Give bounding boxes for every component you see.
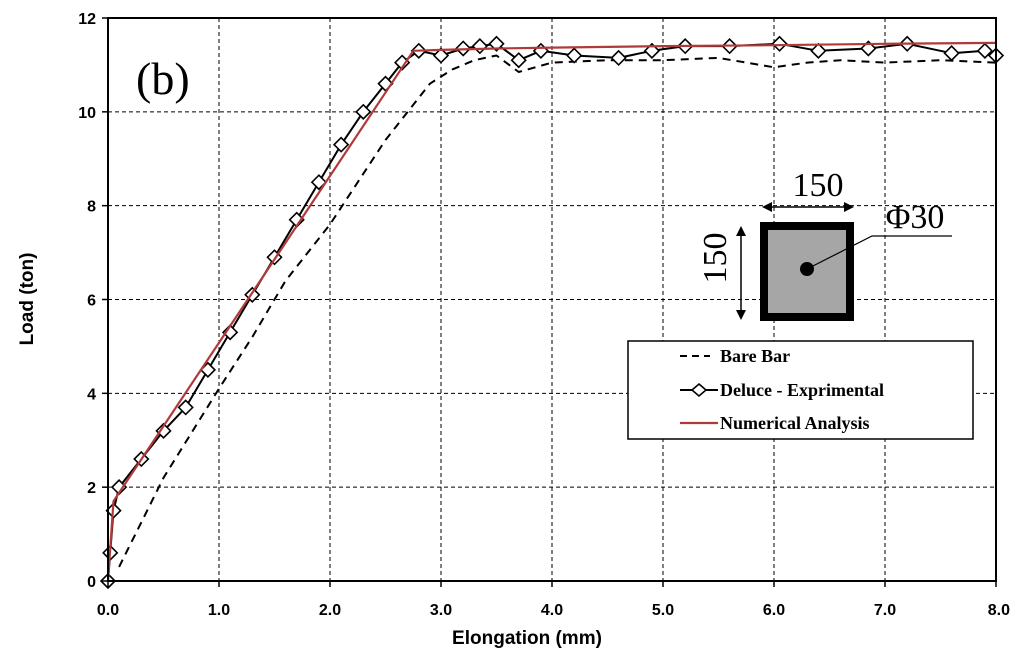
legend-label-numerical: Numerical Analysis bbox=[720, 413, 870, 433]
width-label: 150 bbox=[793, 167, 844, 204]
bar-diameter-label: Φ30 bbox=[886, 199, 945, 236]
width-arrowhead-left bbox=[762, 202, 772, 212]
data-point-marker bbox=[771, 35, 788, 52]
legend: Bare Bar Deluce - Exprimental Numerical … bbox=[627, 340, 974, 440]
data-point-marker bbox=[810, 42, 827, 59]
y-tick-label: 0 bbox=[87, 574, 96, 591]
legend-marker-diamond bbox=[690, 382, 708, 398]
x-axis-title: Elongation (mm) bbox=[452, 628, 602, 648]
y-tick-label: 4 bbox=[87, 386, 96, 403]
series-line-0 bbox=[118, 54, 997, 568]
legend-label-experimental: Deluce - Exprimental bbox=[720, 380, 884, 400]
grid-lines bbox=[108, 18, 996, 581]
height-arrowhead-top bbox=[736, 226, 746, 236]
y-axis-title: Load (ton) bbox=[17, 253, 38, 346]
data-point-marker bbox=[488, 35, 505, 52]
data-point-marker bbox=[221, 324, 239, 341]
y-tick-label: 8 bbox=[87, 199, 96, 216]
x-tick-label: 0.0 bbox=[97, 602, 119, 619]
y-tick-label: 10 bbox=[78, 105, 96, 122]
y-tick-label: 2 bbox=[87, 480, 96, 497]
data-point-marker bbox=[566, 47, 583, 64]
x-tick-label: 6.0 bbox=[763, 602, 785, 619]
height-label: 150 bbox=[697, 233, 734, 284]
x-tick-label: 5.0 bbox=[652, 602, 674, 619]
legend-label-bare-bar: Bare Bar bbox=[720, 346, 790, 366]
series-line-2 bbox=[106, 41, 997, 582]
x-tick-label: 4.0 bbox=[541, 602, 563, 619]
width-arrowhead-right bbox=[844, 202, 854, 212]
section-inset: 150 150 Φ30 bbox=[697, 167, 952, 321]
data-point-marker bbox=[432, 47, 450, 64]
data-point-marker bbox=[943, 45, 960, 62]
axes-layer: 0 2 4 6 8 10 12 0.0 1.0 2.0 3.0 4.0 5.0 6.0 7.0 8.0 bbox=[78, 11, 1010, 619]
panel-label: (b) bbox=[136, 53, 190, 104]
data-point-marker bbox=[610, 49, 627, 67]
y-tick-label: 12 bbox=[78, 11, 96, 28]
data-point-marker bbox=[510, 52, 527, 69]
data-point-marker bbox=[155, 422, 172, 439]
x-tick-label: 3.0 bbox=[430, 602, 452, 619]
x-tick-label: 2.0 bbox=[319, 602, 341, 619]
data-point-marker bbox=[332, 136, 350, 153]
x-tick-label: 7.0 bbox=[874, 602, 896, 619]
data-point-marker bbox=[976, 42, 994, 59]
data-point-marker bbox=[355, 103, 372, 120]
bar-leader-line bbox=[806, 235, 952, 270]
y-tick-label: 6 bbox=[87, 293, 96, 310]
x-tick-label: 8.0 bbox=[988, 602, 1010, 619]
height-arrowhead-bottom bbox=[736, 310, 746, 320]
data-point-marker bbox=[177, 399, 194, 416]
x-tick-label: 1.0 bbox=[208, 602, 230, 619]
